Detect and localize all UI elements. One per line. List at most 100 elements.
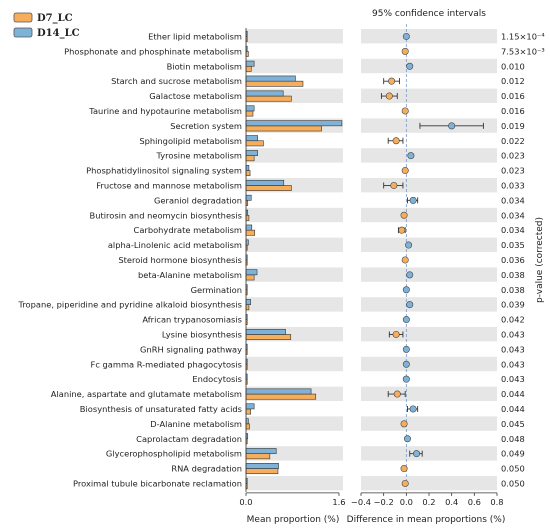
bar-d7: [245, 304, 250, 311]
legend-swatch-d7: [13, 12, 33, 23]
p-value-label: 0.042: [501, 315, 525, 325]
difference-point: [402, 360, 410, 368]
ci-markers: [380, 24, 484, 490]
difference-point: [448, 122, 456, 130]
left-x-tick-label: 0.0: [239, 497, 252, 507]
bar-d7: [245, 95, 292, 102]
bar-d7: [245, 229, 256, 236]
ci-title: 95% confidence intervals: [372, 9, 486, 19]
row-band-right: [361, 58, 497, 74]
p-value-label: 0.050: [501, 464, 525, 474]
bar-d14: [245, 463, 279, 469]
row-band-right: [361, 88, 497, 103]
category-label: Carbohydrate metabolism: [134, 225, 242, 235]
row-band-left: [246, 416, 343, 431]
row-band-left: [246, 267, 343, 282]
difference-point: [406, 62, 414, 70]
bar-d14: [245, 135, 258, 142]
bar-d14: [245, 105, 255, 112]
difference-point: [413, 450, 421, 458]
difference-point: [402, 316, 410, 324]
p-value-label: 0.049: [501, 449, 525, 459]
legend-label-d14: D14_LC: [37, 28, 80, 39]
row-band-left: [246, 148, 343, 163]
category-label: African trypanosomiasis: [142, 315, 242, 325]
p-value-label: 0.045: [501, 419, 525, 429]
p-value-label: 7.53×10⁻³: [501, 46, 545, 56]
category-label: Fc gamma R-mediated phagocytosis: [91, 359, 242, 369]
difference-point: [407, 152, 415, 160]
bar-d7: [245, 274, 255, 281]
row-band-right: [361, 327, 497, 342]
difference-point: [405, 241, 413, 249]
category-label: Phosphonate and phosphinate metabolism: [64, 46, 242, 56]
difference-point: [398, 226, 406, 234]
bar-d14: [245, 150, 258, 156]
row-band-right: [361, 297, 497, 312]
right-x-tick-label: 0.2: [422, 497, 435, 507]
category-label: Endocytosis: [192, 374, 242, 384]
p-value-label: 0.022: [501, 136, 525, 146]
bar-d14: [245, 388, 312, 395]
p-value-label: 0.035: [501, 240, 525, 250]
right-x-tick-label: 0.0: [400, 497, 413, 507]
row-band-right: [361, 356, 497, 372]
category-label: Glycerophospholipid metabolism: [106, 449, 242, 459]
row-band-right: [361, 148, 497, 163]
category-label: Starch and sucrose metabolism: [111, 76, 242, 86]
p-value-label: 0.034: [501, 210, 525, 220]
bar-d7: [245, 170, 251, 177]
p-value-label: 0.034: [501, 225, 525, 235]
bar-d14: [245, 328, 286, 335]
category-label: Tyrosine metabolism: [155, 151, 242, 161]
p-value-label: 0.048: [501, 434, 525, 444]
row-band-left: [246, 58, 343, 74]
bar-series: [245, 30, 343, 489]
category-label: RNA degradation: [171, 464, 242, 474]
bar-d14: [245, 448, 277, 454]
bar-d14: [245, 194, 252, 201]
legend-label-d7: D7_LC: [37, 13, 73, 24]
category-label: Tropane, piperidine and pyridine alkaloi…: [17, 300, 242, 310]
category-label: Lysine biosynthesis: [162, 329, 242, 339]
row-band-right: [361, 446, 497, 461]
difference-point: [385, 92, 393, 100]
bar-d7: [245, 468, 279, 475]
p-value-label: 0.038: [501, 270, 525, 280]
bar-d7: [245, 393, 317, 400]
bar-d7: [245, 453, 271, 460]
bar-d7: [245, 80, 304, 87]
category-label: Taurine and hypotaurine metabolism: [88, 106, 242, 116]
row-band-left: [246, 207, 343, 223]
difference-point: [406, 301, 414, 309]
p-value-label: 0.039: [501, 300, 525, 310]
category-label: Biotin metabolism: [167, 61, 242, 71]
row-band-left: [246, 237, 343, 252]
legend-swatch-d14: [13, 27, 33, 38]
bar-d7: [245, 214, 250, 221]
difference-point: [392, 330, 400, 338]
category-label: D-Alanine metabolism: [150, 419, 242, 429]
difference-point: [401, 256, 409, 264]
difference-point: [400, 211, 408, 219]
p-value-label: 0.050: [501, 478, 525, 488]
left-x-axis-label: Mean proportion (%): [247, 515, 340, 525]
bar-d7: [245, 65, 252, 72]
p-value-label: 0.043: [501, 344, 525, 354]
category-label: Alanine, aspartate and glutamate metabol…: [51, 389, 242, 399]
difference-point: [401, 167, 409, 175]
category-label: Steroid hormone biosynthesis: [118, 255, 242, 265]
p-value-label: 0.012: [501, 76, 525, 86]
row-band-left: [246, 476, 343, 491]
category-label: alpha-Linolenic acid metabolism: [108, 240, 242, 250]
p-value-axis-label: p-value (corrected): [535, 217, 545, 303]
bar-d14: [245, 165, 250, 171]
row-band-left: [246, 29, 343, 44]
bar-d7: [245, 185, 292, 191]
right-x-tick-label: 0.4: [445, 497, 458, 507]
legend: D7_LC D14_LC: [13, 12, 80, 39]
bar-d14: [245, 179, 285, 186]
p-value-label: 0.044: [501, 404, 525, 414]
bar-d7: [245, 125, 322, 132]
category-label: Proximal tubule bicarbonate reclamation: [73, 478, 242, 488]
